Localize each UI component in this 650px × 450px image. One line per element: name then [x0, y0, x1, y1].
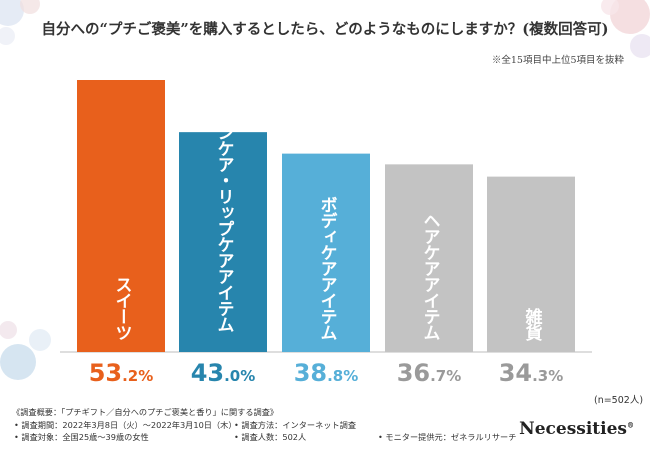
chart-subnote: ※全15項目中上位5項目を抜粋 [491, 55, 624, 66]
bar-category-label-5: 雑貨 [521, 308, 542, 340]
value-label-unit: % [240, 367, 256, 385]
value-label-dec: .0 [224, 367, 241, 385]
chart-title: 自分への“プチご褒美”を購入するとしたら、どのようなものにしますか？(複数回答可… [41, 21, 609, 38]
value-label-dec: .8 [327, 367, 344, 385]
footer-count: • 調査人数：502人 [234, 432, 307, 442]
footer-subjects: • 調査対象：全国25歳～39歳の女性 [14, 432, 149, 442]
value-label-int: 34 [498, 359, 533, 387]
footer-method: • 調査方法：インターネット調査 [234, 420, 357, 430]
footer-provider: • モニター提供元：ゼネラルリサーチ [378, 432, 517, 442]
value-label-unit: % [343, 367, 359, 385]
value-label-3: 38.8% [281, 359, 371, 387]
footer-period: • 調査期間：2022年3月8日（火）～2022年3月10日（木） [14, 420, 237, 430]
bar-4 [385, 164, 473, 352]
value-label-4: 36.7% [384, 359, 474, 387]
value-label-dec: .7 [430, 367, 447, 385]
value-label-unit: % [548, 367, 564, 385]
bar-1 [77, 80, 165, 352]
sample-size-note: (n=502人) [594, 395, 644, 406]
brand-logo: Necessities® [519, 419, 634, 439]
value-label-int: 38 [293, 359, 328, 387]
value-label-int: 36 [396, 359, 431, 387]
bar-category-label-2: スキンケア・リップケアアイテム [213, 92, 234, 332]
value-label-2: 43.0% [178, 359, 268, 387]
brand-name: Necessities [519, 419, 627, 439]
value-label-dec: .3 [532, 367, 549, 385]
value-label-5: 34.3% [486, 359, 576, 387]
bar-category-label-3: ボディケアアイテム [316, 196, 337, 340]
bar-category-label-1: スイーツ [111, 276, 132, 340]
value-label-dec: .2 [122, 367, 139, 385]
bar-chart [60, 80, 592, 353]
value-label-1: 53.2% [76, 359, 166, 387]
bar-category-label-4: ヘアケアアイテム [419, 212, 440, 340]
value-label-int: 43 [190, 359, 225, 387]
bar-2 [179, 132, 267, 352]
survey-footer: 《調査概要：「プチギフト／自分へのプチご褒美と香り」に関する調査》 [12, 407, 278, 419]
value-label-int: 53 [88, 359, 123, 387]
value-label-unit: % [446, 367, 462, 385]
brand-registered-mark: ® [627, 420, 634, 430]
footer-heading: 《調査概要：「プチギフト／自分へのプチご褒美と香り」に関する調査》 [12, 407, 279, 417]
bar-3 [282, 153, 370, 352]
value-label-unit: % [138, 367, 154, 385]
bar-5 [487, 176, 575, 352]
